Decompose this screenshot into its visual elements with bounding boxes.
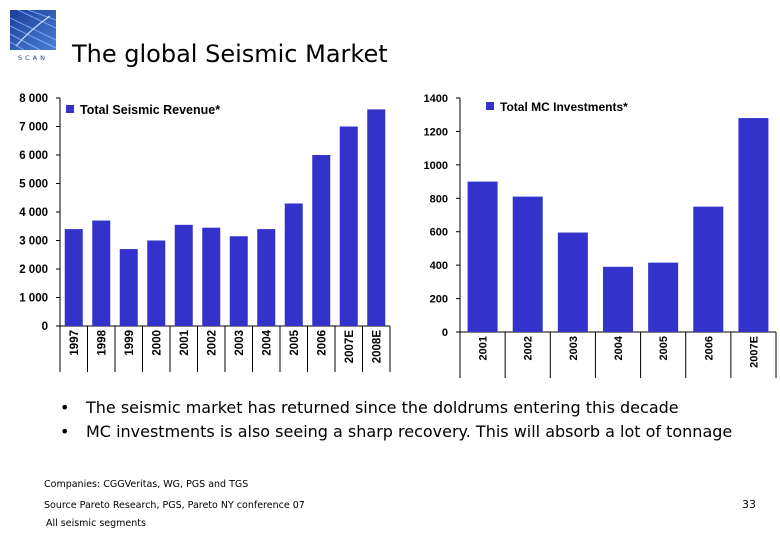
mc-y-tick-label: 0 <box>442 327 448 339</box>
footnote-source: Source Pareto Research, PGS, Pareto NY c… <box>44 500 305 511</box>
revenue-bar <box>202 227 221 326</box>
revenue-bar <box>339 126 358 326</box>
page-number: 33 <box>742 498 756 511</box>
revenue-bar <box>312 155 331 326</box>
revenue-y-tick-label: 1 000 <box>19 293 48 305</box>
mc-bar <box>738 118 769 332</box>
mc-y-tick-label: 1200 <box>424 126 448 138</box>
mc-y-tick-label: 1400 <box>424 93 448 105</box>
mc-bar <box>512 196 543 332</box>
revenue-y-tick-label: 5 000 <box>19 179 48 191</box>
bullet-icon: • <box>60 422 70 441</box>
footnote-companies: Companies: CGGVeritas, WG, PGS and TGS <box>44 479 249 490</box>
mc-bar <box>648 262 679 332</box>
mc-y-tick-label: 600 <box>430 227 448 239</box>
revenue-y-tick-label: 0 <box>42 321 48 333</box>
revenue-y-tick-label: 3 000 <box>19 236 48 248</box>
mc-bar <box>603 266 633 332</box>
revenue-legend-swatch <box>66 105 74 113</box>
logo-text: SCAN <box>18 54 48 62</box>
mc-legend-swatch <box>486 102 494 110</box>
mc-y-tick-label: 200 <box>430 294 448 306</box>
revenue-x-tick-label: 2007E <box>344 330 356 364</box>
bullet-list: • The seismic market has returned since … <box>60 396 732 444</box>
revenue-x-tick-label: 2001 <box>179 329 191 355</box>
revenue-x-tick-label: 2002 <box>206 330 218 356</box>
revenue-bar <box>229 236 248 326</box>
revenue-bar <box>367 109 386 327</box>
mc-y-tick-label: 400 <box>430 260 448 272</box>
revenue-y-tick-label: 6 000 <box>19 150 48 162</box>
mc-x-tick-label: 2001 <box>478 336 490 360</box>
revenue-bar <box>284 203 303 326</box>
mc-x-tick-label: 2004 <box>613 335 625 360</box>
revenue-bar <box>257 229 276 326</box>
revenue-y-tick-label: 4 000 <box>19 207 48 219</box>
mc-x-tick-label: 2007E <box>748 336 760 368</box>
revenue-y-tick-label: 2 000 <box>19 264 48 276</box>
mc-x-tick-label: 2005 <box>658 336 670 360</box>
revenue-x-tick-label: 2000 <box>151 330 163 356</box>
revenue-y-tick-label: 7 000 <box>19 122 48 134</box>
mc-bar <box>693 206 724 332</box>
revenue-bar <box>64 229 83 326</box>
page-title: The global Seismic Market <box>72 40 388 68</box>
bullet-text: MC investments is also seeing a sharp re… <box>86 422 733 441</box>
revenue-x-tick-label: 2006 <box>316 330 328 356</box>
revenue-bar <box>92 220 111 326</box>
revenue-x-tick-label: 2005 <box>289 329 301 355</box>
mc-y-tick-label: 800 <box>430 193 448 205</box>
charts-area: 0 1 000 2 000 3 000 4 000 5 000 6 000 7 000 8 00… <box>19 93 777 378</box>
mc-x-tick-label: 2002 <box>523 336 535 360</box>
revenue-x-tick-label: 2008E <box>371 330 383 364</box>
revenue-y-tick-label: 8 000 <box>19 93 48 105</box>
revenue-x-tick-label: 2003 <box>234 330 246 356</box>
mc-bar <box>467 181 498 332</box>
bullet-text: The seismic market has returned since th… <box>86 398 679 417</box>
scan-logo: SCAN <box>9 9 57 62</box>
revenue-bar <box>119 249 138 326</box>
revenue-x-tick-label: 1998 <box>96 329 108 355</box>
revenue-legend-label: Total Seismic Revenue* <box>80 103 220 117</box>
footnote-segments: All seismic segments <box>46 518 146 529</box>
revenue-x-tick-label: 1997 <box>69 330 81 356</box>
bullet-item: • The seismic market has returned since … <box>60 396 732 420</box>
bullet-item: • MC investments is also seeing a sharp … <box>60 420 732 444</box>
revenue-x-tick-label: 2004 <box>261 329 273 355</box>
mc-x-tick-label: 2006 <box>703 336 715 360</box>
mc-y-tick-label: 1000 <box>424 160 448 172</box>
revenue-bar <box>147 240 166 326</box>
mc-legend-label: Total MC Investments* <box>500 100 628 114</box>
revenue-bar <box>174 224 193 326</box>
mc-bar <box>557 232 588 332</box>
mc-x-tick-label: 2003 <box>568 336 580 360</box>
bullet-icon: • <box>60 398 70 417</box>
revenue-x-tick-label: 1999 <box>124 330 136 356</box>
